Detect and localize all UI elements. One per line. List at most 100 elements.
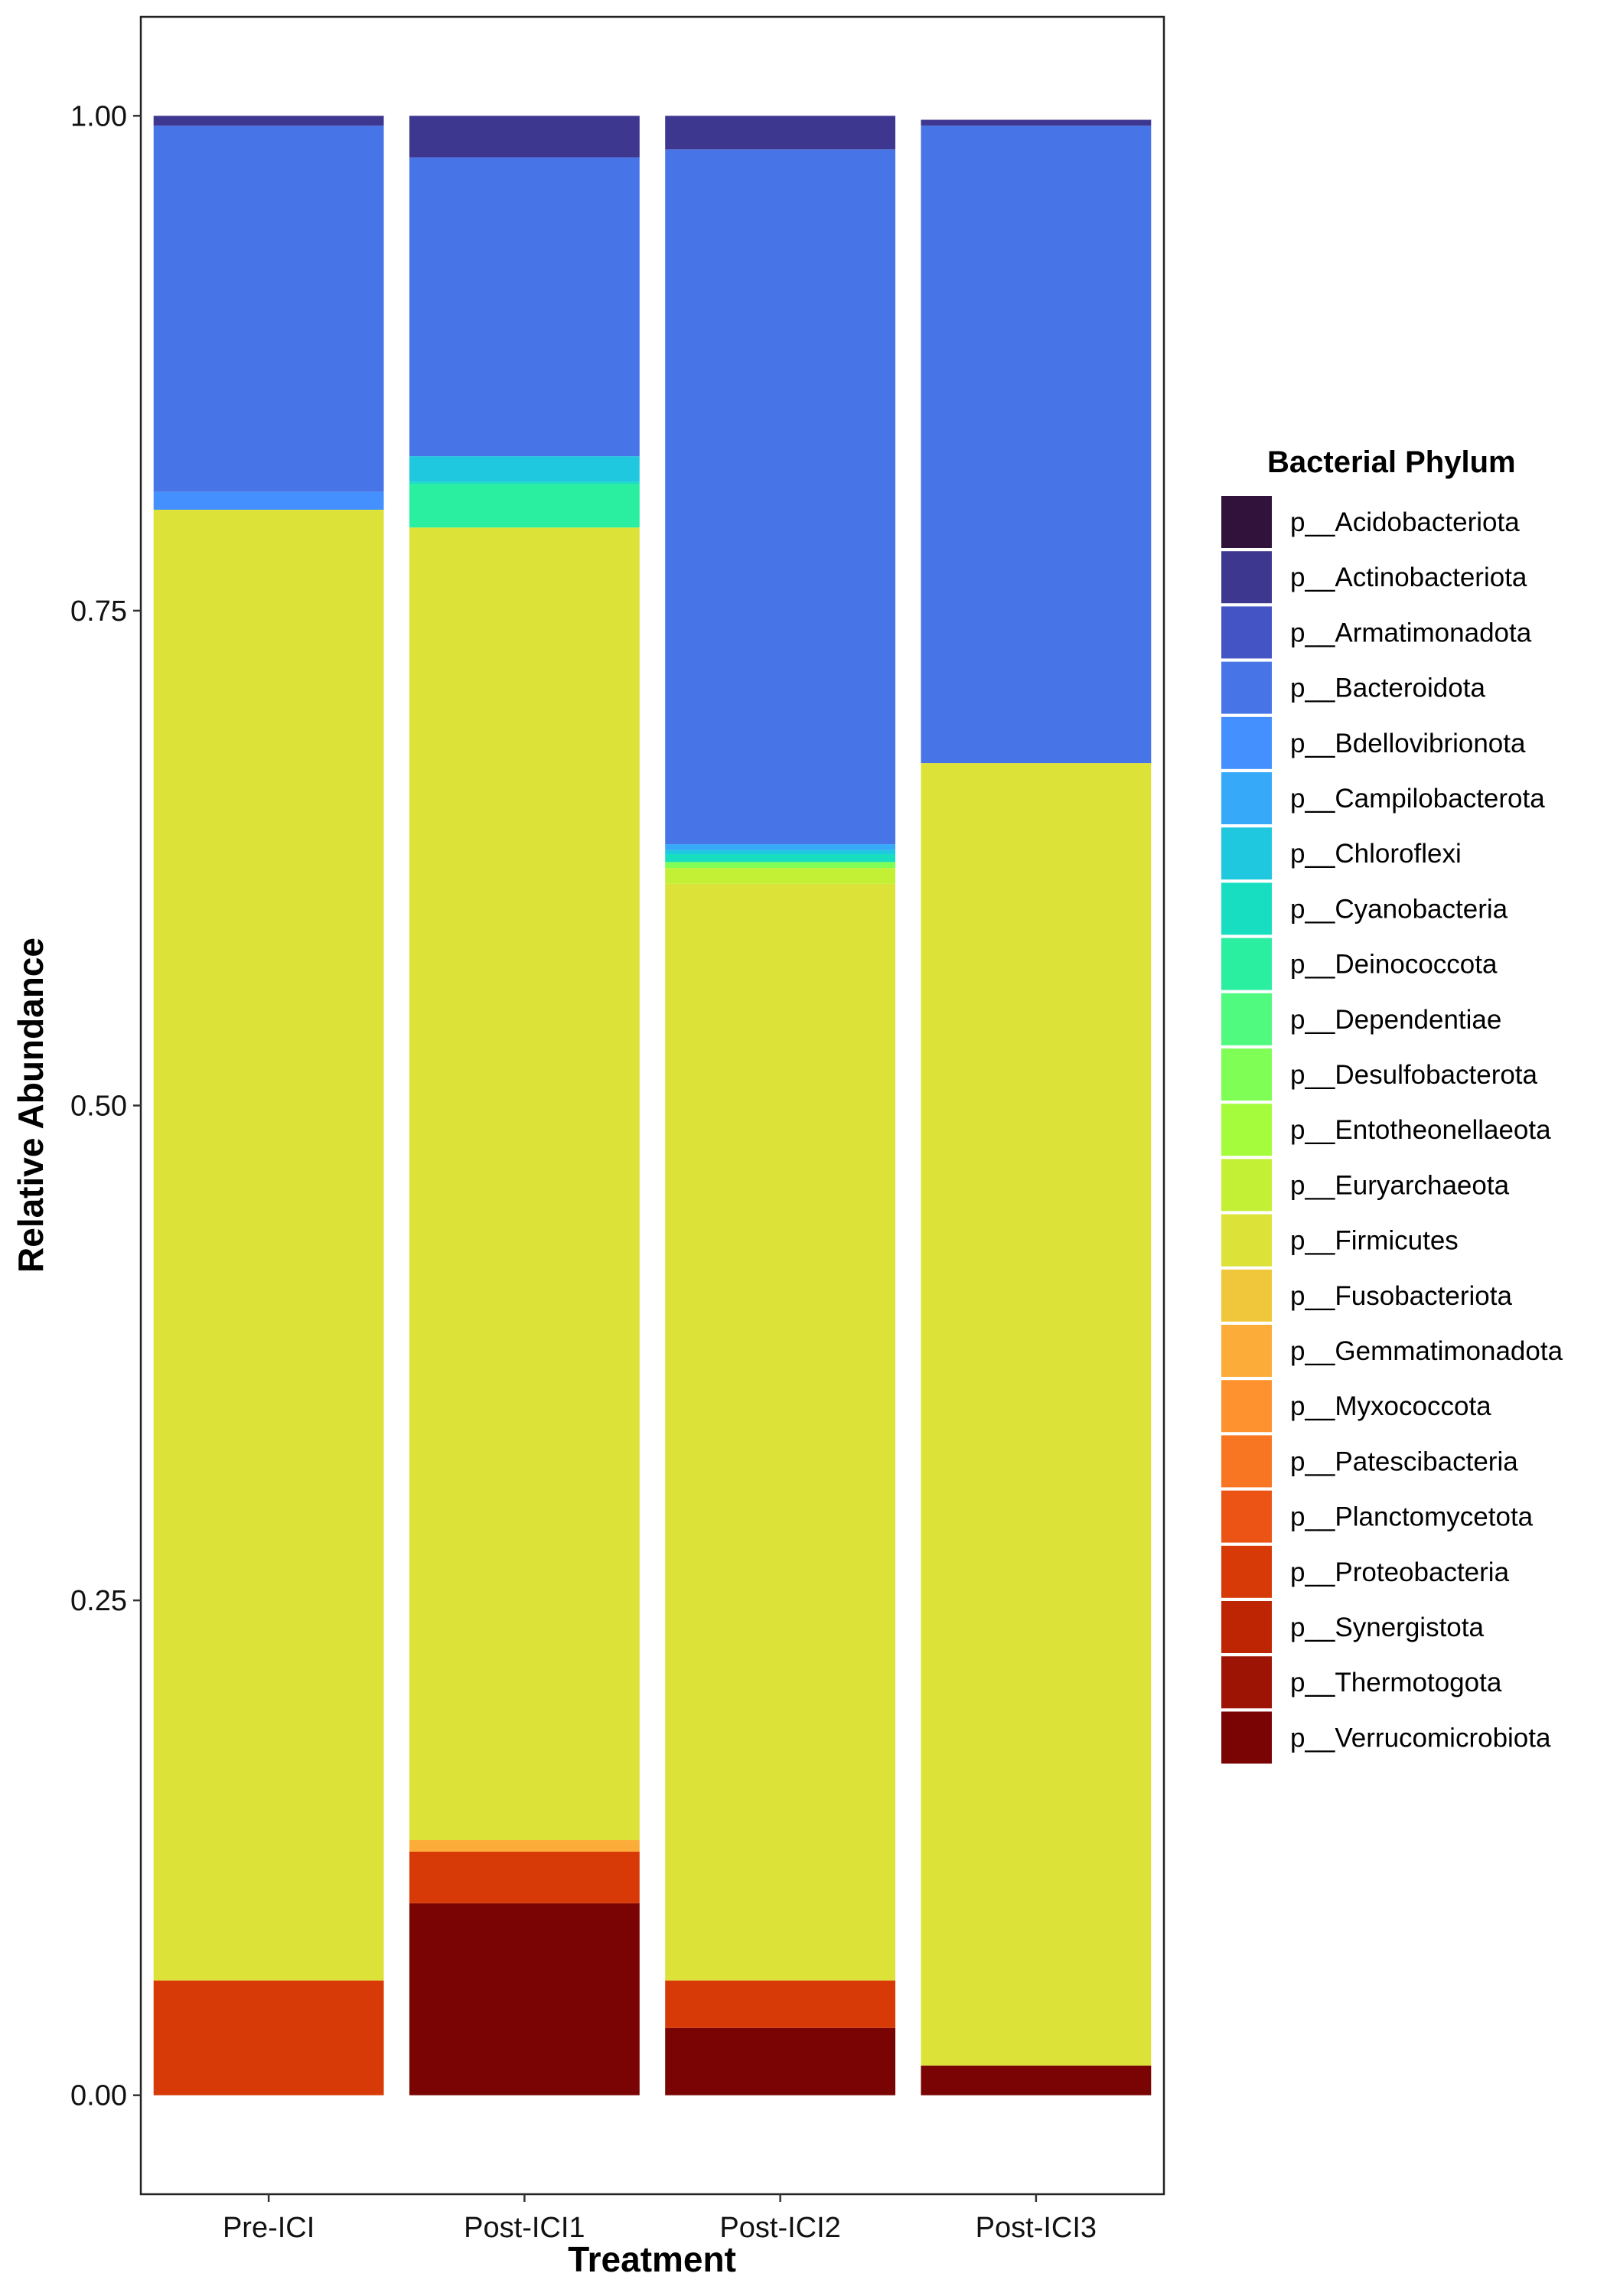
- y-tick-label: 1.00: [70, 100, 127, 132]
- legend-key: [1221, 1711, 1272, 1764]
- legend-label: p__Entotheonellaeota: [1290, 1115, 1551, 1145]
- legend-item: p__Myxococcota: [1221, 1380, 1491, 1433]
- x-tick-label: Pre-ICI: [223, 2212, 315, 2244]
- legend-label: p__Campilobacterota: [1290, 784, 1545, 814]
- legend-label: p__Gemmatimonadota: [1290, 1336, 1563, 1366]
- legend-item: p__Actinobacteriota: [1221, 551, 1527, 604]
- legend-label: p__Planctomycetota: [1290, 1502, 1534, 1532]
- legend-key: [1221, 1214, 1272, 1267]
- x-tick-label: Post-ICI2: [719, 2212, 840, 2244]
- bar-segment-p__Verrucomicrobiota: [409, 1903, 640, 2095]
- legend-key: [1221, 882, 1272, 935]
- bar-segment-p__Bdellovibrionota: [153, 491, 384, 510]
- bar-segment-p__Firmicutes: [921, 763, 1152, 2066]
- legend-item: p__Proteobacteria: [1221, 1545, 1510, 1598]
- legend-label: p__Fusobacteriota: [1290, 1281, 1512, 1311]
- legend-label: p__Armatimonadota: [1290, 618, 1532, 647]
- legend-label: p__Dependentiae: [1290, 1005, 1501, 1035]
- legend-item: p__Gemmatimonadota: [1221, 1325, 1563, 1377]
- x-axis-title: Treatment: [568, 2239, 736, 2279]
- legend-item: p__Verrucomicrobiota: [1221, 1711, 1551, 1764]
- legend-label: p__Bdellovibrionota: [1290, 729, 1526, 758]
- bar-segment-p__Cyanobacteria: [665, 854, 896, 863]
- bar-segment-p__Actinobacteriota: [665, 116, 896, 150]
- legend-key: [1221, 1490, 1272, 1543]
- bar-segment-p__Actinobacteriota: [409, 116, 640, 158]
- bar-segment-p__Bacteroidota: [665, 149, 896, 845]
- legend-item: p__Deinococcota: [1221, 938, 1498, 990]
- legend-key: [1221, 938, 1272, 990]
- legend-item: p__Desulfobacterota: [1221, 1049, 1538, 1101]
- legend: Bacterial Phylum p__Acidobacteriotap__Ac…: [1221, 445, 1563, 1764]
- bar-segment-p__Bacteroidota: [153, 126, 384, 492]
- legend-label: p__Chloroflexi: [1290, 839, 1462, 869]
- legend-label: p__Cyanobacteria: [1290, 894, 1508, 924]
- legend-item: p__Firmicutes: [1221, 1214, 1459, 1267]
- bar-stack-Post-ICI1: [409, 116, 640, 2095]
- legend-key: [1221, 1601, 1272, 1653]
- bar-segment-p__Proteobacteria: [153, 1980, 384, 2095]
- x-tick-label: Post-ICI1: [464, 2212, 585, 2244]
- bar-segment-p__Proteobacteria: [665, 1980, 896, 2028]
- legend-item: p__Cyanobacteria: [1221, 882, 1508, 935]
- y-tick-label: 0.00: [70, 2080, 127, 2112]
- legend-label: p__Synergistota: [1290, 1613, 1484, 1642]
- legend-key: [1221, 716, 1272, 769]
- legend-key: [1221, 1104, 1272, 1156]
- x-tick-label: Post-ICI3: [976, 2212, 1097, 2244]
- legend-label: p__Bacteroidota: [1290, 673, 1485, 703]
- legend-title: Bacterial Phylum: [1267, 445, 1516, 479]
- legend-label: p__Patescibacteria: [1290, 1446, 1518, 1476]
- bar-segment-p__Actinobacteriota: [921, 119, 1152, 126]
- legend-item: p__Bacteroidota: [1221, 661, 1485, 714]
- bar-stack-Pre-ICI: [153, 116, 384, 2095]
- legend-key: [1221, 1435, 1272, 1488]
- bar-segment-p__Verrucomicrobiota: [665, 2027, 896, 2095]
- legend-label: p__Myxococcota: [1290, 1391, 1491, 1421]
- legend-item: p__Armatimonadota: [1221, 606, 1532, 659]
- legend-key: [1221, 1656, 1272, 1709]
- legend-key: [1221, 1545, 1272, 1598]
- x-axis: Pre-ICI Post-ICI1 Post-ICI2 Post-ICI3: [223, 2194, 1097, 2244]
- legend-item: p__Fusobacteriota: [1221, 1269, 1512, 1322]
- legend-key: [1221, 1049, 1272, 1101]
- legend-key: [1221, 1380, 1272, 1433]
- bar-stack-Post-ICI2: [665, 116, 896, 2095]
- y-tick-label: 0.25: [70, 1585, 127, 1617]
- legend-key: [1221, 1325, 1272, 1377]
- legend-item: p__Campilobacterota: [1221, 772, 1545, 824]
- bar-segment-p__Desulfobacterota: [665, 862, 896, 869]
- legend-key: [1221, 1159, 1272, 1212]
- legend-label: p__Thermotogota: [1290, 1668, 1502, 1698]
- legend-key: [1221, 772, 1272, 824]
- legend-label: p__Desulfobacterota: [1290, 1060, 1538, 1090]
- y-axis: 0.00 0.25 0.50 0.75 1.00: [70, 100, 141, 2112]
- legend-item: p__Chloroflexi: [1221, 827, 1462, 880]
- bar-segment-p__Gemmatimonadota: [409, 1840, 640, 1852]
- bar-segment-p__Verrucomicrobiota: [921, 2065, 1152, 2095]
- legend-item: p__Dependentiae: [1221, 993, 1501, 1045]
- bar-segment-p__Cyanobacteria: [409, 481, 640, 484]
- legend-key: [1221, 661, 1272, 714]
- legend-item: p__Planctomycetota: [1221, 1490, 1534, 1543]
- legend-item: p__Bdellovibrionota: [1221, 716, 1526, 769]
- bar-segment-p__Bacteroidota: [921, 126, 1152, 764]
- y-tick-label: 0.75: [70, 595, 127, 628]
- bar-segment-p__Chloroflexi: [665, 850, 896, 855]
- legend-key: [1221, 1269, 1272, 1322]
- legend-item: p__Thermotogota: [1221, 1656, 1502, 1709]
- legend-label: p__Actinobacteriota: [1290, 563, 1527, 592]
- legend-key: [1221, 993, 1272, 1045]
- legend-item: p__Entotheonellaeota: [1221, 1104, 1551, 1156]
- bar-segment-p__Chloroflexi: [409, 456, 640, 482]
- legend-item: p__Patescibacteria: [1221, 1435, 1518, 1488]
- legend-label: p__Firmicutes: [1290, 1226, 1459, 1256]
- bar-segment-p__Euryarchaeota: [665, 868, 896, 884]
- bar-stack-Post-ICI3: [921, 119, 1152, 2095]
- y-axis-title: Relative Abundance: [11, 938, 51, 1273]
- legend-label: p__Deinococcota: [1290, 950, 1498, 980]
- legend-label: p__Verrucomicrobiota: [1290, 1723, 1551, 1753]
- legend-key: [1221, 606, 1272, 659]
- bar-segment-p__Campilobacterota: [665, 844, 896, 850]
